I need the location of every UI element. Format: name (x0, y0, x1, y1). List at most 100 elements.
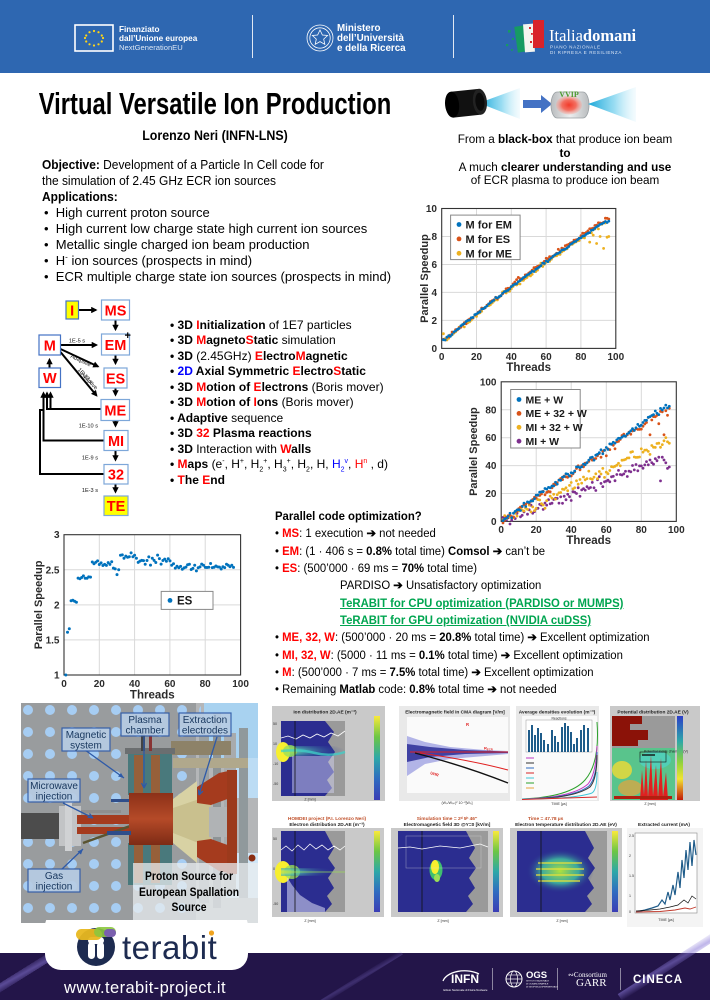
svg-text:32: 32 (108, 468, 124, 484)
svg-text:Z [mm]: Z [mm] (644, 802, 655, 806)
svg-text:20: 20 (485, 489, 497, 500)
svg-text:0: 0 (431, 344, 437, 355)
svg-text:0: 0 (273, 867, 275, 871)
svg-text:40: 40 (129, 679, 141, 690)
svg-text:60: 60 (541, 352, 553, 363)
svg-text:Parallel Speedup: Parallel Speedup (33, 560, 45, 649)
svg-text:100: 100 (668, 525, 685, 536)
svg-text:40: 40 (566, 525, 578, 536)
svg-text:80: 80 (200, 679, 212, 690)
svg-text:Plasma: Plasma (128, 715, 162, 726)
svg-text:1: 1 (54, 671, 60, 682)
svg-text:Finanziato: Finanziato (119, 25, 159, 34)
svg-text:system: system (70, 741, 102, 752)
svg-text:20: 20 (94, 679, 106, 690)
svg-text:40: 40 (506, 352, 518, 363)
svg-text:chamber: chamber (126, 726, 166, 737)
svg-text:W: W (43, 371, 57, 387)
svg-text:100: 100 (232, 679, 249, 690)
svg-text:terabit: terabit (122, 929, 217, 966)
svg-text:Parallel Speedup: Parallel Speedup (420, 234, 431, 323)
svg-text:dall’Unione europea: dall’Unione europea (119, 34, 198, 43)
svg-text:4: 4 (431, 288, 437, 299)
svg-text:MI + 32 + W: MI + 32 + W (526, 422, 583, 434)
svg-text:MS: MS (105, 304, 127, 320)
svg-text:Z [mm]: Z [mm] (556, 919, 567, 923)
svg-text:1E-5 s: 1E-5 s (69, 339, 85, 345)
svg-text:Z [mm]: Z [mm] (437, 919, 448, 923)
svg-text:ME: ME (104, 404, 126, 420)
svg-text:80: 80 (636, 525, 648, 536)
svg-text:MI + W: MI + W (526, 436, 560, 448)
svg-text:80: 80 (485, 406, 497, 417)
svg-text:HOMDEI project (P.I. Lorenzo N: HOMDEI project (P.I. Lorenzo Neri) (288, 816, 367, 822)
svg-text:1: 1 (629, 894, 631, 898)
svg-text:20: 20 (471, 352, 483, 363)
svg-text:ES: ES (177, 596, 193, 608)
svg-text:0: 0 (439, 352, 445, 363)
svg-text:INFN: INFN (451, 972, 479, 986)
svg-text:100: 100 (607, 352, 624, 363)
svg-text:Extracted current (mA): Extracted current (mA) (638, 822, 690, 828)
svg-text:0: 0 (61, 679, 67, 690)
svg-text:Electromagnetic field 3D @Y=0: Electromagnetic field 3D @Y=0 [kV/m] (404, 822, 491, 828)
svg-text:DI GEOFISICA SPERIMENTALE: DI GEOFISICA SPERIMENTALE (526, 986, 558, 989)
svg-text:Electromagnetic field in CMA d: Electromagnetic field in CMA diagram [V/… (405, 710, 505, 716)
svg-text:Parallel Speedup: Parallel Speedup (468, 407, 480, 496)
svg-text:1.5: 1.5 (46, 635, 60, 646)
svg-text:1E-9 s: 1E-9 s (82, 456, 98, 462)
svg-text:(Wₚ/Wₚₚ)² 10⁻²[Wₚ]: (Wₚ/Wₚₚ)² 10⁻²[Wₚ] (441, 801, 472, 805)
svg-text:Istituto Nazionale di Fisica N: Istituto Nazionale di Fisica Nucleare (443, 988, 488, 992)
svg-text:10: 10 (426, 204, 438, 215)
svg-text:dell’Università: dell’Università (337, 33, 405, 44)
svg-text:DI OCEANOGRAFIA E: DI OCEANOGRAFIA E (526, 983, 549, 986)
svg-text:TIME [µs]: TIME [µs] (551, 802, 566, 806)
svg-text:Electron distribution 2D.AE (m: Electron distribution 2D.AE (m⁻³) (289, 822, 365, 828)
svg-text:40: 40 (485, 461, 497, 472)
svg-text:Z [mm]: Z [mm] (304, 798, 315, 802)
svg-text:ES: ES (106, 372, 126, 388)
svg-text:6: 6 (431, 260, 437, 271)
svg-text:+: + (125, 330, 131, 342)
svg-text:1E-10 s: 1E-10 s (79, 424, 98, 430)
svg-text:2: 2 (431, 316, 437, 327)
svg-text:Reactions: Reactions (551, 717, 566, 721)
svg-text:Threads: Threads (130, 690, 175, 702)
svg-text:M for ES: M for ES (466, 234, 511, 246)
svg-text:OGS: OGS (526, 970, 547, 981)
svg-text:Average densities evolution (m: Average densities evolution (m⁻³) (519, 710, 596, 716)
svg-text:European Spallation: European Spallation (139, 887, 239, 900)
svg-text:VVIP: VVIP (559, 90, 579, 99)
svg-text:1E-3 s: 1E-3 s (82, 488, 98, 494)
svg-text:60: 60 (485, 433, 497, 444)
svg-text:TIME [µs]: TIME [µs] (658, 918, 673, 922)
svg-text:ME + W: ME + W (526, 394, 564, 406)
svg-text:Magnetic: Magnetic (66, 730, 107, 741)
svg-text:50: 50 (273, 722, 277, 726)
svg-text:Z [mm]: Z [mm] (304, 919, 315, 923)
svg-text:EM: EM (105, 338, 127, 354)
svg-text:MI: MI (108, 434, 124, 450)
svg-text:Ministero: Ministero (337, 23, 381, 34)
svg-text:20: 20 (531, 525, 543, 536)
svg-text:PIANO NAZIONALE: PIANO NAZIONALE (550, 45, 601, 50)
svg-text:50: 50 (273, 837, 277, 841)
svg-text:electrodes: electrodes (182, 726, 228, 737)
svg-text:injection: injection (36, 882, 73, 893)
svg-text:www.terabit-project.it: www.terabit-project.it (63, 979, 226, 997)
svg-text:Simulation time = 2ᵈ 5ʰ 46′′: Simulation time = 2ᵈ 5ʰ 46′′ (417, 816, 478, 822)
svg-text:3: 3 (54, 530, 60, 541)
svg-text:0: 0 (498, 525, 504, 536)
svg-text:2.5: 2.5 (46, 565, 60, 576)
svg-text:Extraction: Extraction (183, 715, 227, 726)
svg-text:Italiadomani: Italiadomani (549, 26, 637, 45)
svg-text:Source: Source (171, 902, 206, 915)
svg-text:Ion distribution 2D.AE (m⁻³): Ion distribution 2D.AE (m⁻³) (293, 710, 357, 716)
svg-text:M for EM: M for EM (466, 220, 512, 232)
svg-text:100: 100 (480, 378, 497, 389)
svg-text:M: M (44, 339, 56, 355)
svg-text:0: 0 (491, 517, 497, 528)
svg-text:Threads: Threads (506, 362, 551, 372)
svg-text:R: R (466, 722, 469, 727)
svg-text:GARR: GARR (576, 977, 607, 989)
